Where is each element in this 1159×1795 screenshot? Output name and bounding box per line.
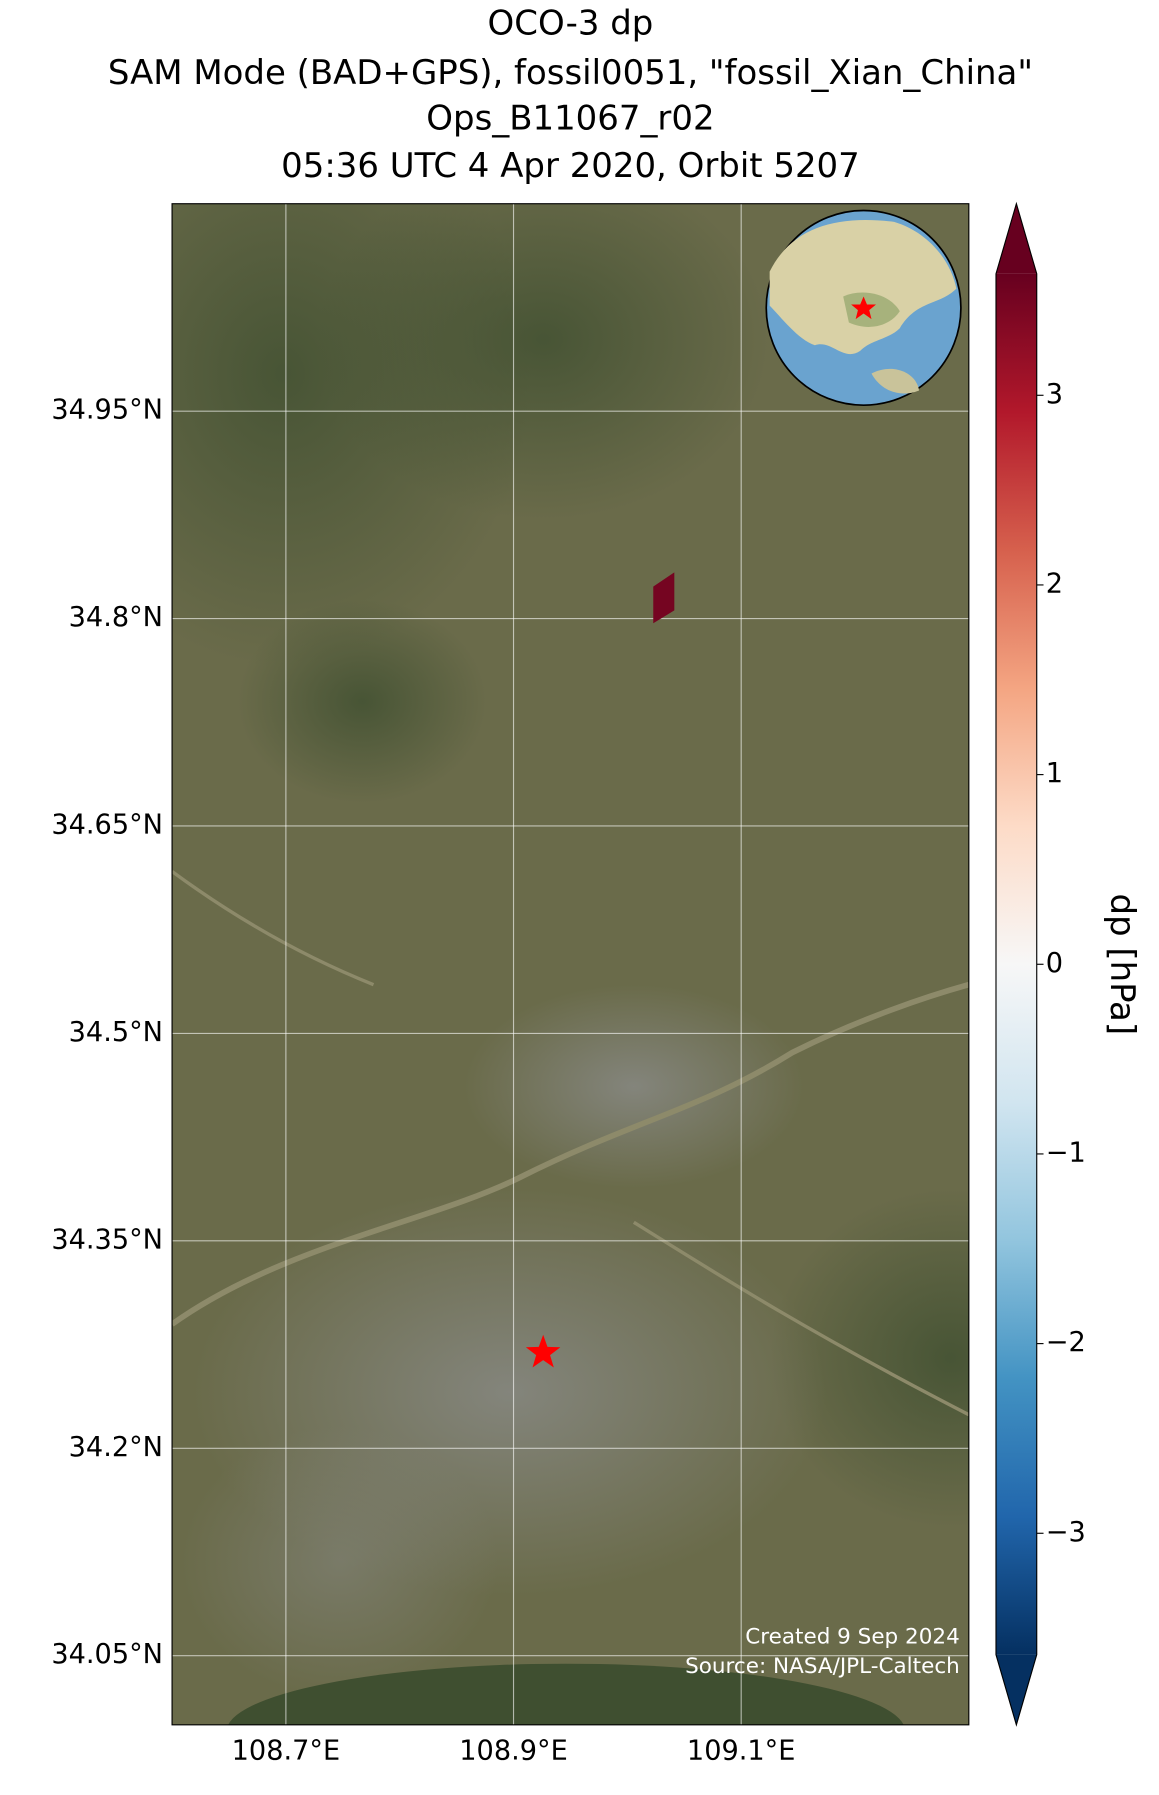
colorbar-extend-top [995,203,1037,274]
colorbar-tick-label: −2 [1046,1327,1086,1358]
colorbar-label: dp [hPa] [1102,893,1142,1035]
y-tick-label: 34.05°N [51,1639,163,1670]
title-line: 05:36 UTC 4 Apr 2020, Orbit 5207 [281,146,860,186]
colorbar-extend-bottom [995,1654,1037,1725]
title-line: Ops_B11067_r02 [426,98,714,138]
colorbar [995,273,1037,1655]
y-tick-label: 34.5°N [69,1017,163,1048]
y-tick-label: 34.35°N [51,1224,163,1255]
x-tick-label: 109.1°E [687,1735,795,1766]
title-line: OCO-3 dp [488,3,654,43]
credit: Created 9 Sep 2024 [745,1625,960,1650]
target-marker [525,1334,561,1368]
x-tick-label: 108.7°E [232,1735,340,1766]
basemap [172,203,969,1725]
title: OCO-3 dp SAM Mode (BAD+GPS), fossil0051, … [108,3,1033,186]
y-tick-label: 34.65°N [51,809,163,840]
sounding-footprint [653,572,675,624]
colorbar-outline [995,201,1038,1727]
y-tick-label: 34.95°N [51,395,163,426]
y-tick-label: 34.8°N [69,602,163,633]
globe-inset [765,209,962,407]
map-frame [171,203,970,1726]
colorbar-tick-label: 3 [1046,379,1063,410]
x-tick-label: 108.9°E [459,1735,567,1766]
colorbar-tick-label: 0 [1046,948,1063,979]
colorbar-tick-label: −3 [1046,1517,1086,1548]
colorbar-tick-label: 1 [1046,758,1063,789]
credit: Source: NASA/JPL-Caltech [685,1654,960,1679]
title-line: SAM Mode (BAD+GPS), fossil0051, "fossil_… [108,53,1033,93]
colorbar-tick-label: −1 [1046,1137,1086,1168]
y-tick-label: 34.2°N [69,1432,163,1463]
colorbar-tick-label: 2 [1046,568,1063,599]
